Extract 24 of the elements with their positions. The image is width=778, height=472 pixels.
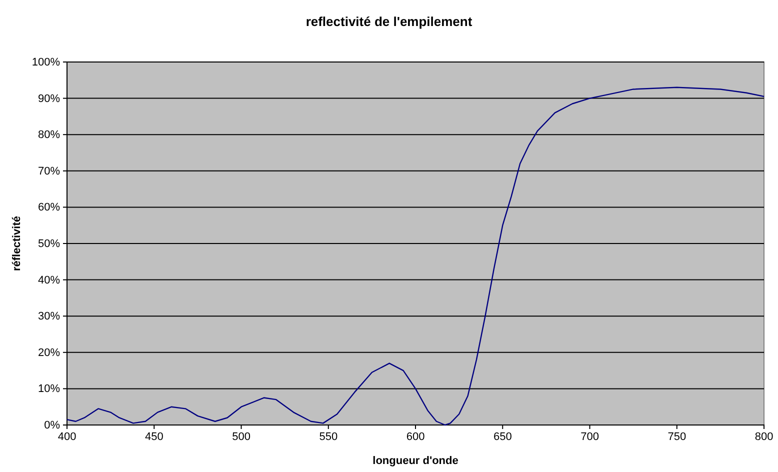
x-tick-label: 800 bbox=[754, 430, 774, 443]
x-tick-label: 700 bbox=[580, 430, 599, 443]
y-axis-title: réflectivité bbox=[11, 216, 23, 272]
x-tick-label: 500 bbox=[232, 430, 250, 443]
y-tick-label: 50% bbox=[38, 238, 60, 250]
x-axis-title: longueur d'onde bbox=[372, 455, 458, 467]
y-tick-label: 20% bbox=[38, 346, 60, 359]
y-tick-label: 10% bbox=[38, 383, 60, 396]
y-tick-label: 90% bbox=[38, 92, 60, 105]
x-tick-label: 600 bbox=[406, 430, 425, 443]
line-series bbox=[66, 86, 765, 426]
y-tick-label: 70% bbox=[38, 165, 60, 178]
y-tick-label: 80% bbox=[38, 129, 60, 142]
chart-title: reflectivité de l'empilement bbox=[306, 14, 473, 29]
x-tick-label: 550 bbox=[319, 430, 338, 443]
y-tick-label: 60% bbox=[38, 202, 60, 214]
y-tick-label: 40% bbox=[38, 274, 60, 286]
y-tick-label: 0% bbox=[44, 420, 60, 432]
x-tick-label: 750 bbox=[668, 430, 686, 443]
x-tick-label: 650 bbox=[493, 430, 512, 443]
y-tick-label: 100% bbox=[32, 56, 60, 69]
x-tick-label: 450 bbox=[144, 430, 164, 443]
x-tick-label: 400 bbox=[58, 430, 76, 443]
y-tick-label: 30% bbox=[38, 310, 60, 323]
